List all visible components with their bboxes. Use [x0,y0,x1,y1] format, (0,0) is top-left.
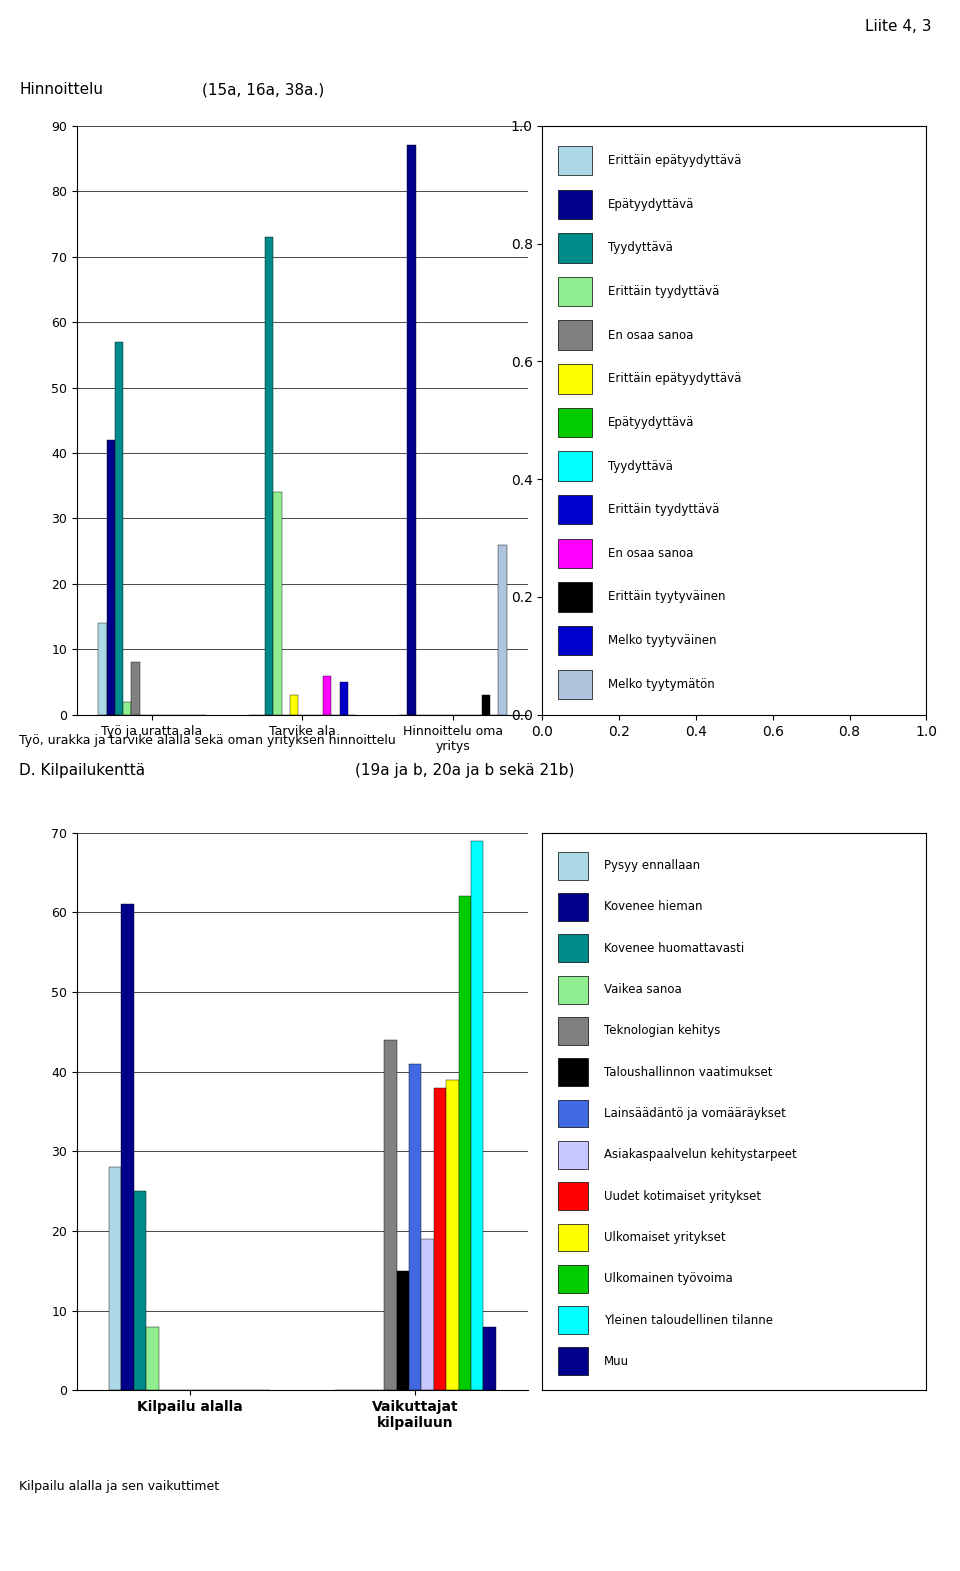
Bar [324,676,331,715]
FancyBboxPatch shape [558,1016,588,1045]
FancyBboxPatch shape [558,408,592,437]
Bar [459,897,471,1390]
Text: Liite 4, 3: Liite 4, 3 [865,19,931,35]
FancyBboxPatch shape [558,625,592,655]
FancyBboxPatch shape [558,1265,588,1293]
Text: Taloushallinnon vaatimukset: Taloushallinnon vaatimukset [604,1065,773,1079]
Bar [132,663,139,715]
Bar [290,694,299,715]
FancyBboxPatch shape [558,583,592,611]
Bar [108,1167,121,1390]
Bar [133,1191,146,1390]
Text: En osaa sanoa: En osaa sanoa [608,547,693,559]
Text: Erittäin tyytyväinen: Erittäin tyytyväinen [608,591,725,603]
Text: D. Kilpailukenttä: D. Kilpailukenttä [19,762,145,778]
Bar [384,1040,396,1390]
FancyBboxPatch shape [558,276,592,306]
FancyBboxPatch shape [558,892,588,921]
Bar [98,624,107,715]
Text: Kilpailu alalla ja sen vaikuttimet: Kilpailu alalla ja sen vaikuttimet [19,1480,219,1492]
Bar [434,1087,446,1390]
Text: Pysyy ennallaan: Pysyy ennallaan [604,859,700,872]
Bar [396,1271,409,1390]
Bar [409,1064,421,1390]
Bar [274,492,281,715]
Text: (19a ja b, 20a ja b sekä 21b): (19a ja b, 20a ja b sekä 21b) [355,762,575,778]
Text: Ulkomainen työvoima: Ulkomainen työvoima [604,1273,732,1285]
Bar [123,702,132,715]
Bar [482,694,490,715]
Bar [115,342,123,715]
FancyBboxPatch shape [558,233,592,262]
Bar [498,545,507,715]
FancyBboxPatch shape [558,190,592,218]
FancyBboxPatch shape [558,146,592,176]
FancyBboxPatch shape [558,364,592,393]
FancyBboxPatch shape [558,451,592,481]
Bar [340,682,348,715]
Text: (15a, 16a, 38a.): (15a, 16a, 38a.) [202,82,324,97]
Text: Erittäin epätyydyttävä: Erittäin epätyydyttävä [608,372,741,385]
Text: Teknologian kehitys: Teknologian kehitys [604,1024,720,1037]
Text: Melko tyytymätön: Melko tyytymätön [608,677,714,691]
Text: Erittäin tyydyttävä: Erittäin tyydyttävä [608,503,719,517]
Text: Muu: Muu [604,1354,629,1368]
FancyBboxPatch shape [558,851,588,880]
Text: Erittäin tyydyttävä: Erittäin tyydyttävä [608,284,719,298]
Bar [121,905,133,1390]
Text: Epätyydyttävä: Epätyydyttävä [608,198,694,211]
Bar [471,840,484,1390]
FancyBboxPatch shape [558,1100,588,1128]
Text: Työ, urakka ja tarvike alalla sekä oman yrityksen hinnoittelu: Työ, urakka ja tarvike alalla sekä oman … [19,734,396,746]
Text: En osaa sanoa: En osaa sanoa [608,328,693,341]
Text: Hinnoittelu: Hinnoittelu [19,82,104,97]
Text: Epätyydyttävä: Epätyydyttävä [608,416,694,429]
FancyBboxPatch shape [558,669,592,699]
Bar [421,1240,434,1390]
Bar [107,440,115,715]
FancyBboxPatch shape [558,320,592,350]
Bar [265,237,274,715]
FancyBboxPatch shape [558,495,592,525]
Text: Tyydyttävä: Tyydyttävä [608,460,673,473]
FancyBboxPatch shape [558,1141,588,1169]
FancyBboxPatch shape [558,1183,588,1210]
Text: Tyydyttävä: Tyydyttävä [608,242,673,255]
Text: Uudet kotimaiset yritykset: Uudet kotimaiset yritykset [604,1189,761,1203]
FancyBboxPatch shape [558,1059,588,1086]
FancyBboxPatch shape [558,1224,588,1252]
Text: Vaikea sanoa: Vaikea sanoa [604,983,682,996]
Text: Kovenee huomattavasti: Kovenee huomattavasti [604,941,744,955]
Text: Melko tyytyväinen: Melko tyytyväinen [608,635,716,647]
Bar [146,1326,158,1390]
Text: Erittäin epätyydyttävä: Erittäin epätyydyttävä [608,154,741,167]
Text: Ulkomaiset yritykset: Ulkomaiset yritykset [604,1232,726,1244]
Text: Asiakaspaalvelun kehitystarpeet: Asiakaspaalvelun kehitystarpeet [604,1148,797,1161]
Bar [446,1079,459,1390]
Text: Yleinen taloudellinen tilanne: Yleinen taloudellinen tilanne [604,1313,773,1326]
Text: Kovenee hieman: Kovenee hieman [604,900,703,913]
Bar [484,1326,496,1390]
FancyBboxPatch shape [558,1306,588,1334]
FancyBboxPatch shape [558,976,588,1004]
Bar [407,145,416,715]
FancyBboxPatch shape [558,539,592,569]
FancyBboxPatch shape [558,1348,588,1375]
FancyBboxPatch shape [558,935,588,963]
Text: Lainsäädäntö ja vomääräykset: Lainsäädäntö ja vomääräykset [604,1108,785,1120]
